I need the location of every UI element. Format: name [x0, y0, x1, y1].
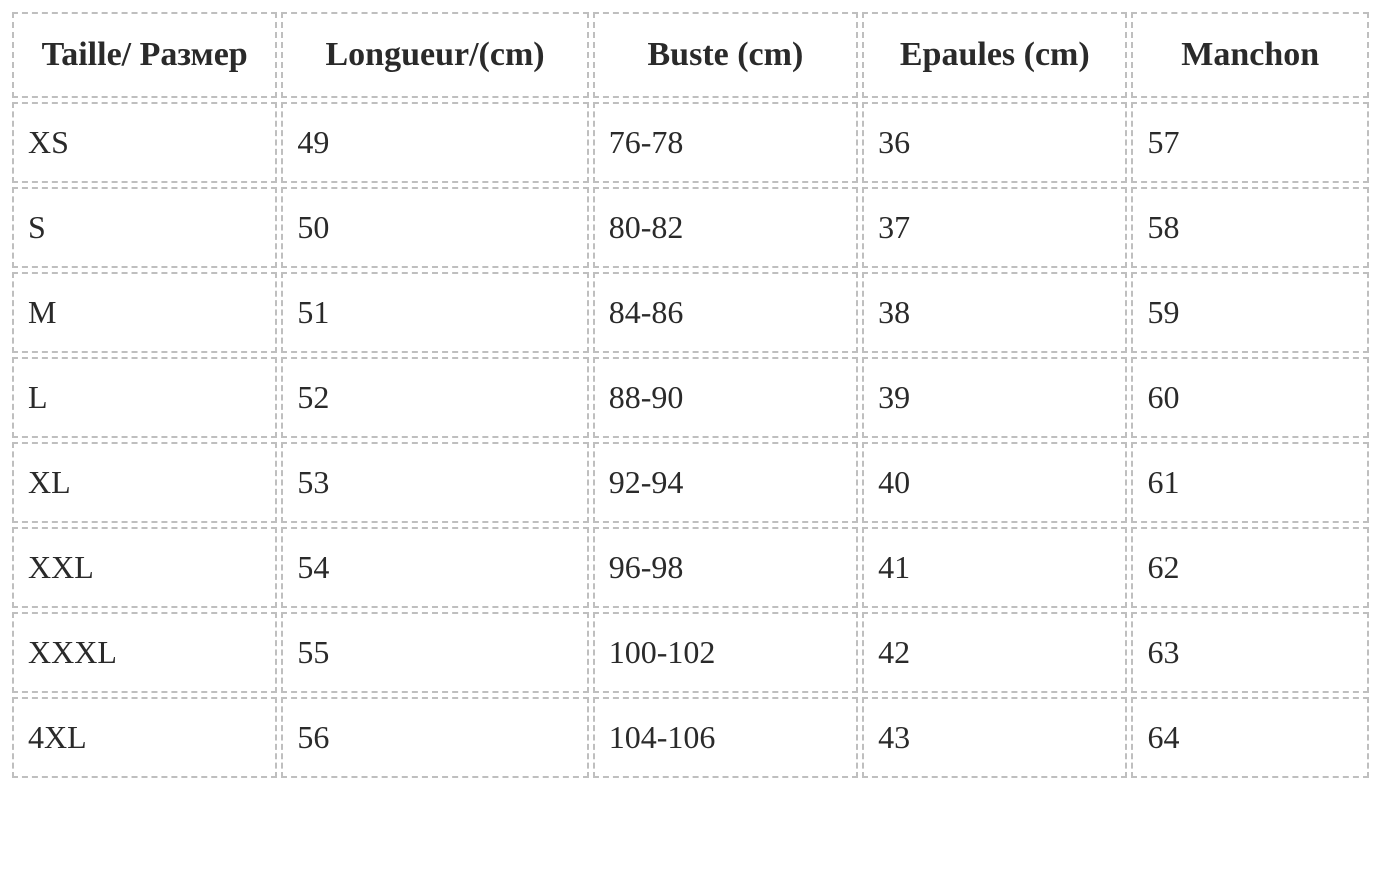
table-row: M 51 84-86 38 59: [12, 272, 1369, 353]
cell-bust: 104-106: [593, 697, 858, 778]
cell-shoulder: 36: [862, 102, 1127, 183]
cell-sleeve: 57: [1131, 102, 1369, 183]
cell-shoulder: 37: [862, 187, 1127, 268]
header-length: Longueur/(cm): [281, 12, 588, 98]
cell-bust: 96-98: [593, 527, 858, 608]
cell-size: XXL: [12, 527, 277, 608]
cell-size: XS: [12, 102, 277, 183]
cell-shoulder: 40: [862, 442, 1127, 523]
cell-length: 51: [281, 272, 588, 353]
header-size: Taille/ Размер: [12, 12, 277, 98]
cell-bust: 80-82: [593, 187, 858, 268]
cell-sleeve: 63: [1131, 612, 1369, 693]
cell-size: XXXL: [12, 612, 277, 693]
header-shoulder: Epaules (cm): [862, 12, 1127, 98]
cell-bust: 100-102: [593, 612, 858, 693]
cell-shoulder: 39: [862, 357, 1127, 438]
size-chart-table: Taille/ Размер Longueur/(cm) Buste (cm) …: [8, 8, 1373, 782]
table-row: XL 53 92-94 40 61: [12, 442, 1369, 523]
cell-sleeve: 64: [1131, 697, 1369, 778]
cell-length: 52: [281, 357, 588, 438]
cell-shoulder: 41: [862, 527, 1127, 608]
table-body: XS 49 76-78 36 57 S 50 80-82 37 58 M 51 …: [12, 102, 1369, 778]
cell-sleeve: 58: [1131, 187, 1369, 268]
cell-length: 53: [281, 442, 588, 523]
cell-length: 56: [281, 697, 588, 778]
cell-size: S: [12, 187, 277, 268]
cell-length: 49: [281, 102, 588, 183]
cell-size: M: [12, 272, 277, 353]
table-row: L 52 88-90 39 60: [12, 357, 1369, 438]
cell-bust: 88-90: [593, 357, 858, 438]
cell-size: XL: [12, 442, 277, 523]
cell-shoulder: 42: [862, 612, 1127, 693]
header-sleeve: Manchon: [1131, 12, 1369, 98]
cell-shoulder: 38: [862, 272, 1127, 353]
table-row: XXL 54 96-98 41 62: [12, 527, 1369, 608]
table-row: 4XL 56 104-106 43 64: [12, 697, 1369, 778]
cell-sleeve: 59: [1131, 272, 1369, 353]
cell-sleeve: 62: [1131, 527, 1369, 608]
cell-size: 4XL: [12, 697, 277, 778]
table-row: XXXL 55 100-102 42 63: [12, 612, 1369, 693]
cell-length: 50: [281, 187, 588, 268]
cell-bust: 84-86: [593, 272, 858, 353]
table-header: Taille/ Размер Longueur/(cm) Buste (cm) …: [12, 12, 1369, 98]
cell-shoulder: 43: [862, 697, 1127, 778]
cell-sleeve: 61: [1131, 442, 1369, 523]
table-row: XS 49 76-78 36 57: [12, 102, 1369, 183]
cell-size: L: [12, 357, 277, 438]
table-row: S 50 80-82 37 58: [12, 187, 1369, 268]
header-row: Taille/ Размер Longueur/(cm) Buste (cm) …: [12, 12, 1369, 98]
cell-sleeve: 60: [1131, 357, 1369, 438]
cell-bust: 76-78: [593, 102, 858, 183]
header-bust: Buste (cm): [593, 12, 858, 98]
cell-bust: 92-94: [593, 442, 858, 523]
cell-length: 54: [281, 527, 588, 608]
cell-length: 55: [281, 612, 588, 693]
